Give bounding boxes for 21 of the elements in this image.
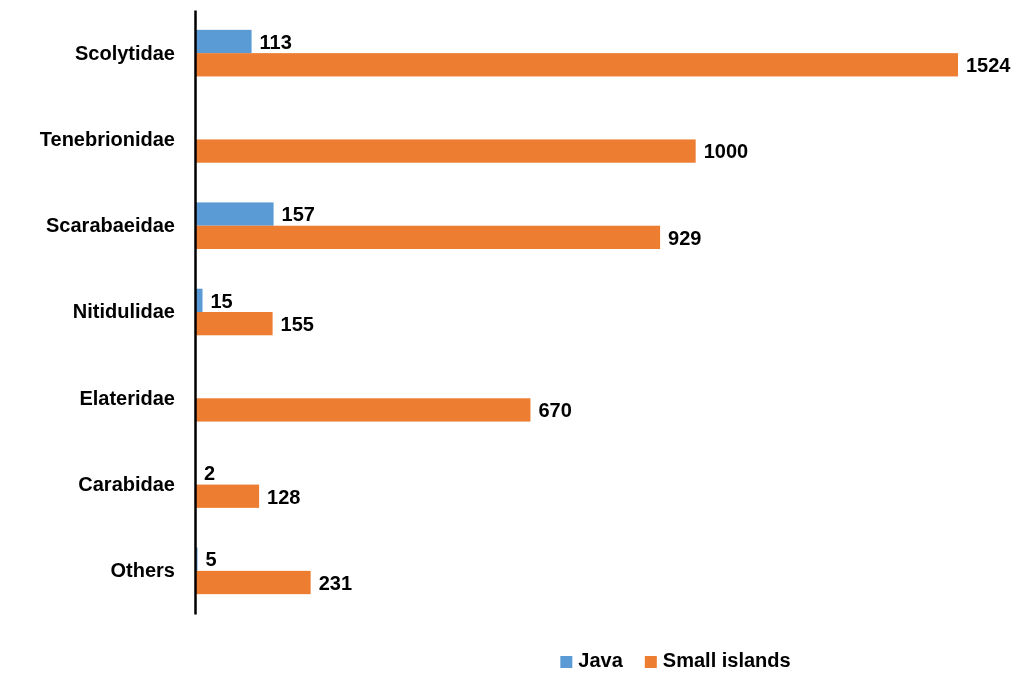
data-label: 128 xyxy=(267,485,301,508)
data-label: 929 xyxy=(668,226,702,249)
data-label: 2 xyxy=(204,462,216,485)
data-label: 157 xyxy=(281,203,315,226)
y-tick-label: Carabidae xyxy=(78,472,175,495)
y-tick-label: Scolytidae xyxy=(74,41,175,64)
y-tick-label: Others xyxy=(110,559,175,582)
y-tick-label: Scarabaeidae xyxy=(46,214,175,237)
legend-label: Small islands xyxy=(662,649,791,672)
legend-label: Java xyxy=(578,649,624,672)
y-tick-label: Tenebrionidae xyxy=(39,127,175,150)
y-tick-label: Elateridae xyxy=(79,386,175,409)
data-label: 5 xyxy=(205,548,217,571)
data-label: 155 xyxy=(280,312,314,335)
data-label: 1000 xyxy=(703,140,749,163)
data-label: 231 xyxy=(318,571,353,594)
data-label: 1524 xyxy=(966,54,1012,77)
y-tick-label: Nitidulidae xyxy=(72,300,175,323)
data-label: 670 xyxy=(538,399,572,422)
data-label: 15 xyxy=(210,289,233,312)
data-label: 113 xyxy=(259,30,292,53)
